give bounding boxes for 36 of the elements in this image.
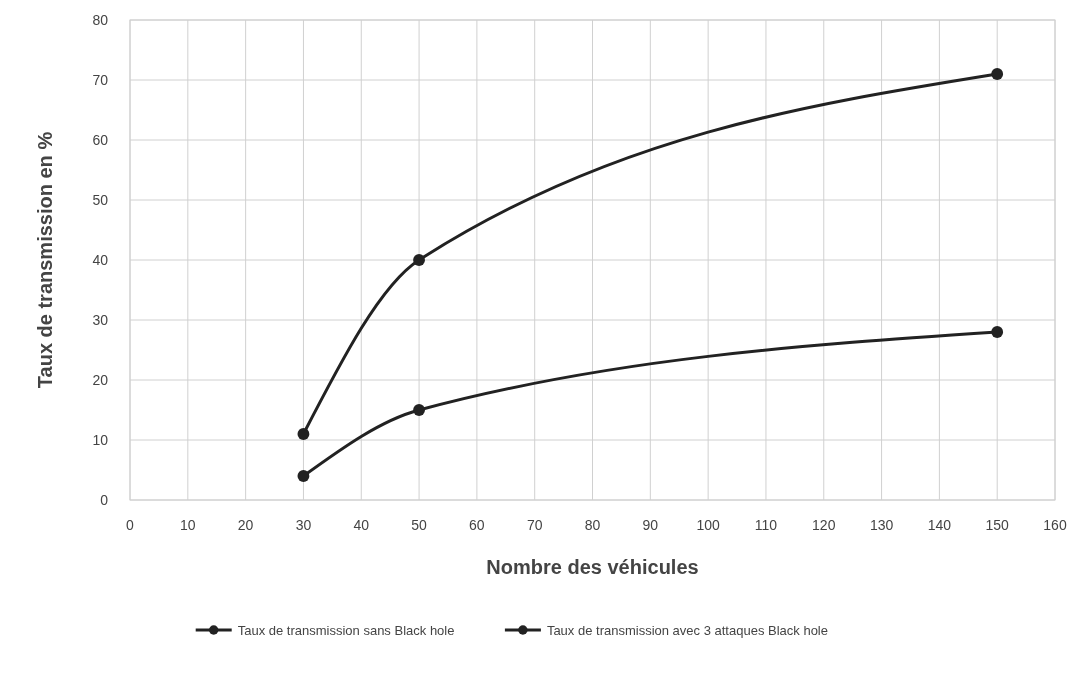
y-axis-title: Taux de transmission en % [34,131,56,389]
x-tick-label: 140 [927,517,952,533]
point [413,404,425,416]
x-tick-label: 50 [411,517,428,533]
point [991,68,1004,80]
y-tick-label: 0 [100,492,109,508]
x-tick-label: 120 [812,517,836,533]
y-tick-label: 80 [92,12,109,28]
y-tick-label: 60 [92,132,109,148]
x-tick-label: 160 [1043,517,1067,533]
y-tick-label: 10 [92,432,109,448]
x-tick-label: 100 [696,517,721,533]
x-axis-title: Nombre des véhicules [486,556,699,578]
y-tick-label: 50 [92,192,109,208]
x-tick-label: 20 [237,517,254,533]
x-tick-label: 70 [526,517,543,533]
point [297,470,310,482]
x-tick-label: 110 [754,517,778,533]
x-tick-label: 0 [126,517,135,533]
point [413,254,425,266]
y-tick-label: 70 [92,72,109,88]
x-tick-label: 30 [295,517,312,533]
x-tick-label: 130 [869,517,894,533]
y-tick-label: 20 [92,372,109,388]
x-tick-label: 90 [642,517,659,533]
x-tick-label: 40 [353,517,370,533]
legend-label: Taux de transmission avec 3 attaques Black hole [546,623,829,638]
y-tick-label: 30 [92,312,109,328]
point [297,428,310,440]
point [991,326,1004,338]
x-tick-label: 10 [180,517,196,533]
y-tick-label: 40 [92,252,109,268]
x-tick-label: 80 [584,517,601,533]
x-tick-label: 60 [469,517,485,533]
x-tick-label: 150 [985,517,1010,533]
legend-label: Taux de transmission sans Black hole [237,623,455,638]
